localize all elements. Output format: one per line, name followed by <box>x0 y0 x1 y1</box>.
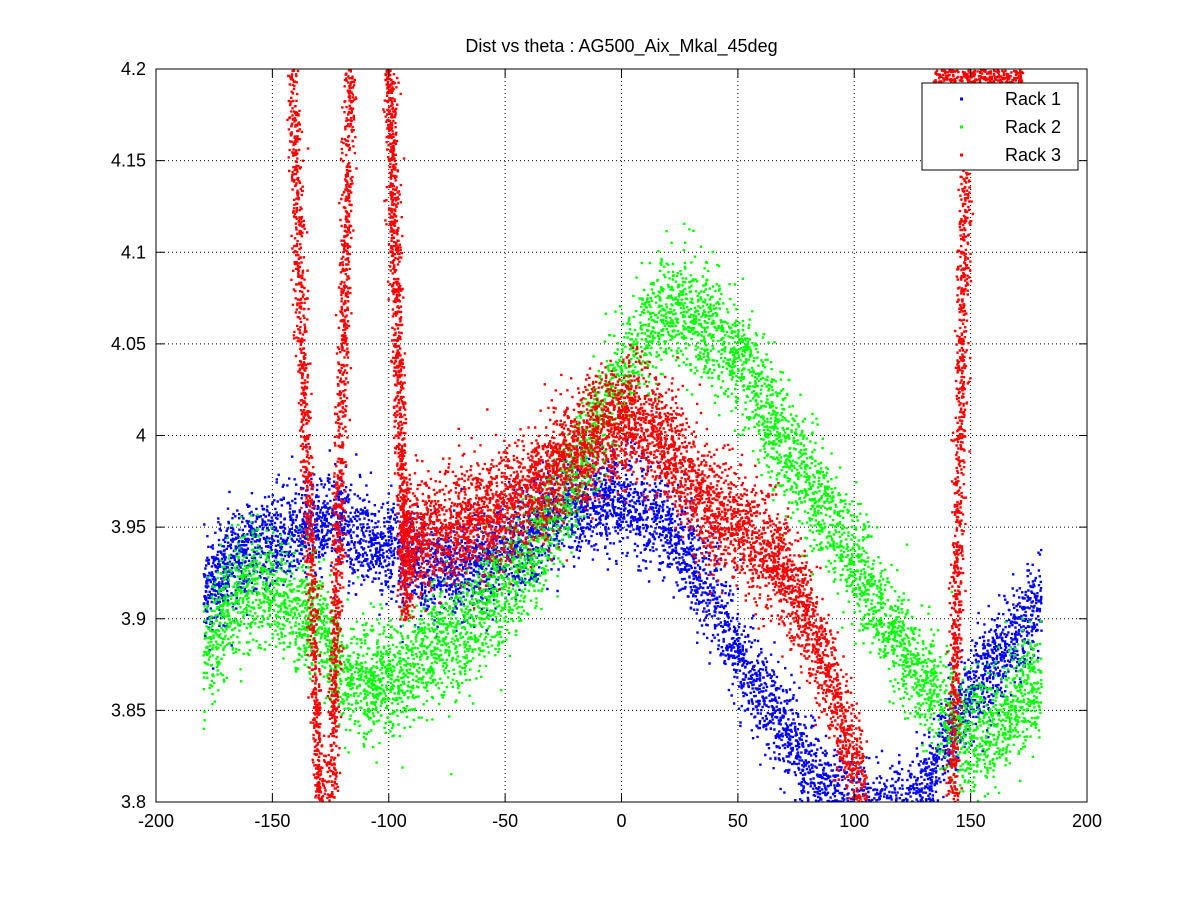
y-tick-label: 4.15 <box>111 151 146 171</box>
chart-title: Dist vs theta : AG500_Aix_Mkal_45deg <box>465 36 777 57</box>
y-tick-label: 4 <box>136 426 146 446</box>
legend-marker <box>960 97 963 101</box>
series-rack-3 <box>286 69 1025 802</box>
legend-label: Rack 3 <box>1005 145 1061 165</box>
x-tick-label: 100 <box>839 811 869 831</box>
vertical-band <box>321 69 358 802</box>
x-tick-label: -150 <box>254 811 290 831</box>
y-tick-label: 3.8 <box>121 792 146 812</box>
y-tick-label: 3.95 <box>111 517 146 537</box>
y-tick-label: 4.1 <box>121 242 146 262</box>
legend-label: Rack 2 <box>1005 117 1061 137</box>
plot-points <box>202 69 1043 802</box>
vertical-band <box>286 69 329 802</box>
x-tick-label: 50 <box>728 811 748 831</box>
x-tick-label: 0 <box>616 811 626 831</box>
y-tick-label: 4.05 <box>111 334 146 354</box>
x-tick-label: 150 <box>956 811 986 831</box>
x-tick-label: -200 <box>138 811 174 831</box>
y-tick-label: 3.9 <box>121 609 146 629</box>
series-points <box>400 343 869 802</box>
legend-marker <box>960 153 963 157</box>
legend: Rack 1 Rack 2 Rack 3 <box>921 82 1079 171</box>
vertical-band <box>943 70 976 802</box>
legend-box <box>921 82 1079 171</box>
x-tick-label: -50 <box>492 811 518 831</box>
y-axis-ticks: 3.8 3.85 3.9 3.95 4 4.05 4.1 4.15 4.2 <box>111 59 1087 812</box>
x-tick-label: -100 <box>371 811 407 831</box>
x-tick-label: 200 <box>1072 811 1102 831</box>
vertical-band <box>382 69 415 621</box>
legend-label: Rack 1 <box>1005 89 1061 109</box>
y-tick-label: 3.85 <box>111 700 146 720</box>
y-tick-label: 4.2 <box>121 59 146 79</box>
x-axis-ticks: -200 -150 -100 -50 0 50 100 150 200 <box>138 69 1102 831</box>
legend-marker <box>960 125 963 129</box>
